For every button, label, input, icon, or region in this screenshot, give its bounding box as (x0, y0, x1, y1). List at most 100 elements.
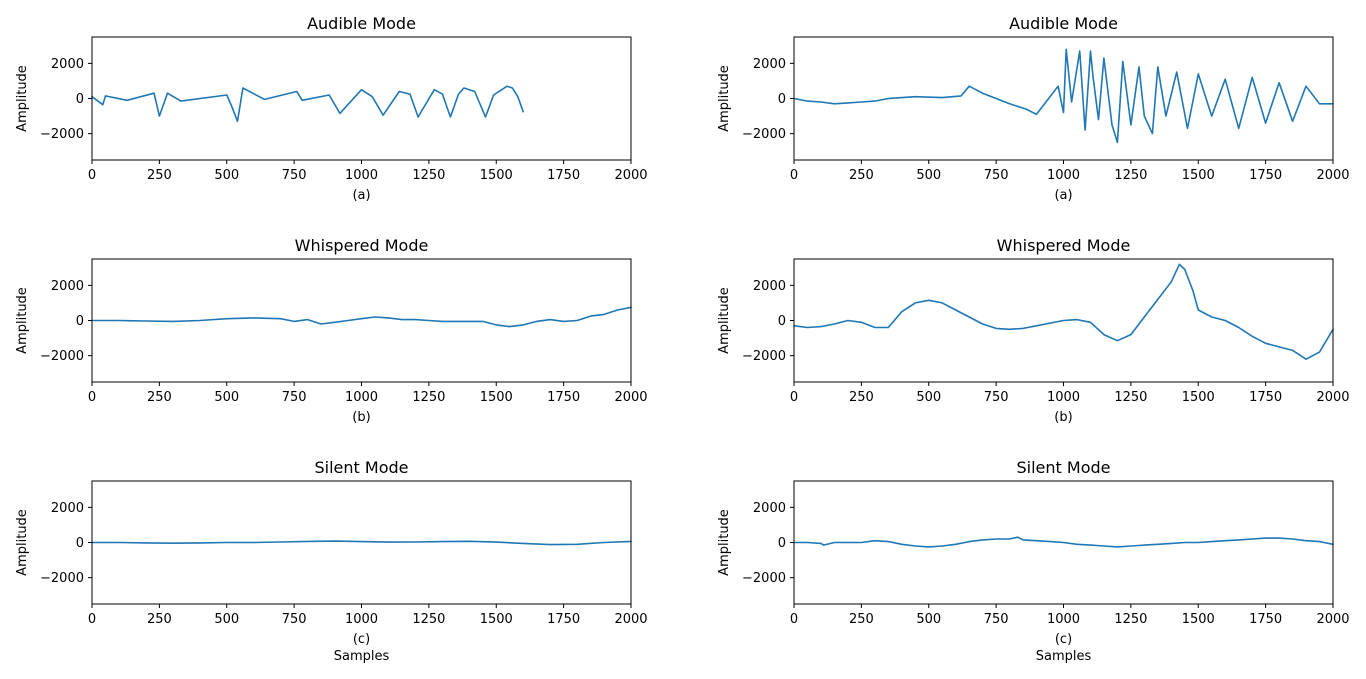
x-tick-label: 500 (916, 390, 941, 405)
x-tick-label: 1000 (1047, 168, 1080, 183)
y-tick-label: −2000 (40, 349, 84, 364)
signal-trace (91, 540, 632, 546)
y-axis-label: Amplitude (717, 509, 732, 576)
x-tick-label: 1250 (412, 168, 445, 183)
x-tick-label: 500 (916, 612, 941, 627)
x-tick-label: 1000 (1047, 612, 1080, 627)
x-axis-label: Samples (1036, 649, 1092, 664)
signal-trace (91, 85, 524, 123)
x-tick-label: 500 (214, 168, 239, 183)
x-tick-label: 2000 (1316, 168, 1349, 183)
x-tick-label: 2000 (1316, 390, 1349, 405)
panel-5: Silent Mode 0 250 500 750 1000 1250 1500 1750 200… (15, 458, 648, 664)
x-tick-label: 750 (984, 168, 1009, 183)
panel-sublabel: (b) (1054, 410, 1072, 425)
x-tick-label: 750 (282, 390, 307, 405)
y-tick-label: 2000 (753, 279, 786, 294)
x-tick-label: 250 (849, 390, 874, 405)
x-tick-label: 750 (984, 390, 1009, 405)
y-tick-label: 2000 (753, 501, 786, 516)
x-tick-label: 1250 (1114, 612, 1147, 627)
x-tick-label: 500 (214, 390, 239, 405)
signal-trace (793, 48, 1334, 144)
panel-title: Whispered Mode (997, 236, 1131, 255)
x-tick-label: 0 (88, 390, 96, 405)
x-tick-label: 2000 (614, 168, 647, 183)
x-tick-label: 750 (282, 168, 307, 183)
y-tick-label: −2000 (742, 571, 786, 586)
x-tick-label: 1750 (1249, 168, 1282, 183)
x-tick-label: 250 (849, 612, 874, 627)
panel-sublabel: (a) (1054, 188, 1072, 203)
y-tick-label: 0 (76, 314, 84, 329)
x-tick-label: 1250 (412, 390, 445, 405)
y-tick-label: 2000 (51, 279, 84, 294)
x-tick-label: 750 (282, 612, 307, 627)
y-tick-label: 0 (778, 92, 786, 107)
x-tick-label: 1750 (1249, 390, 1282, 405)
y-tick-label: 0 (778, 314, 786, 329)
y-tick-label: −2000 (742, 127, 786, 142)
panel-title: Whispered Mode (295, 236, 429, 255)
y-axis-label: Amplitude (717, 287, 732, 354)
plot-frame (91, 36, 632, 161)
x-tick-label: 1000 (345, 390, 378, 405)
x-tick-label: 1250 (1114, 168, 1147, 183)
x-tick-label: 250 (147, 612, 172, 627)
y-axis-label: Amplitude (15, 287, 30, 354)
y-axis-label: Amplitude (717, 65, 732, 132)
panel-title: Silent Mode (1017, 458, 1111, 477)
x-tick-label: 1750 (547, 612, 580, 627)
y-tick-label: 2000 (753, 57, 786, 72)
x-tick-label: 1000 (345, 612, 378, 627)
signal-trace (793, 263, 1334, 360)
x-axis-label: Samples (334, 649, 390, 664)
panel-title: Silent Mode (315, 458, 409, 477)
y-tick-label: −2000 (40, 571, 84, 586)
panel-title: Audible Mode (1009, 14, 1118, 33)
x-tick-label: 500 (916, 168, 941, 183)
panel-sublabel: (c) (1055, 632, 1072, 647)
panel-6: Silent Mode 0 250 500 750 1000 1250 1500 1750 200… (717, 458, 1350, 664)
x-tick-label: 1500 (1182, 168, 1215, 183)
x-tick-label: 750 (984, 612, 1009, 627)
panel-title: Audible Mode (307, 14, 416, 33)
signal-trace (91, 306, 632, 328)
x-tick-label: 0 (790, 168, 798, 183)
x-tick-label: 1750 (547, 168, 580, 183)
y-tick-label: −2000 (40, 127, 84, 142)
panel-2: Audible Mode 0 250 500 750 1000 1250 1500 1750 20… (717, 14, 1350, 203)
x-tick-label: 2000 (1316, 612, 1349, 627)
x-tick-label: 1500 (480, 168, 513, 183)
panel-sublabel: (b) (352, 410, 370, 425)
y-tick-label: 0 (778, 536, 786, 551)
y-tick-label: 0 (76, 536, 84, 551)
x-tick-label: 250 (147, 168, 172, 183)
panel-3: Whispered Mode 0 250 500 750 1000 1250 1500 1750… (15, 236, 648, 425)
x-tick-label: 500 (214, 612, 239, 627)
panel-sublabel: (a) (352, 188, 370, 203)
x-tick-label: 1000 (345, 168, 378, 183)
x-tick-label: 0 (88, 168, 96, 183)
y-tick-label: −2000 (742, 349, 786, 364)
x-tick-label: 1750 (1249, 612, 1282, 627)
x-tick-label: 1250 (1114, 390, 1147, 405)
x-tick-label: 1500 (1182, 390, 1215, 405)
y-axis-label: Amplitude (15, 509, 30, 576)
signal-trace (793, 536, 1334, 548)
y-tick-label: 2000 (51, 57, 84, 72)
panel-4: Whispered Mode 0 250 500 750 1000 1250 1500 1750… (717, 236, 1350, 425)
x-tick-label: 1500 (480, 390, 513, 405)
y-axis-label: Amplitude (15, 65, 30, 132)
x-tick-label: 1250 (412, 612, 445, 627)
y-tick-label: 0 (76, 92, 84, 107)
x-tick-label: 0 (88, 612, 96, 627)
x-tick-label: 0 (790, 612, 798, 627)
x-tick-label: 0 (790, 390, 798, 405)
x-tick-label: 1500 (480, 612, 513, 627)
x-tick-label: 2000 (614, 612, 647, 627)
x-tick-label: 1750 (547, 390, 580, 405)
x-tick-label: 1000 (1047, 390, 1080, 405)
y-tick-label: 2000 (51, 501, 84, 516)
